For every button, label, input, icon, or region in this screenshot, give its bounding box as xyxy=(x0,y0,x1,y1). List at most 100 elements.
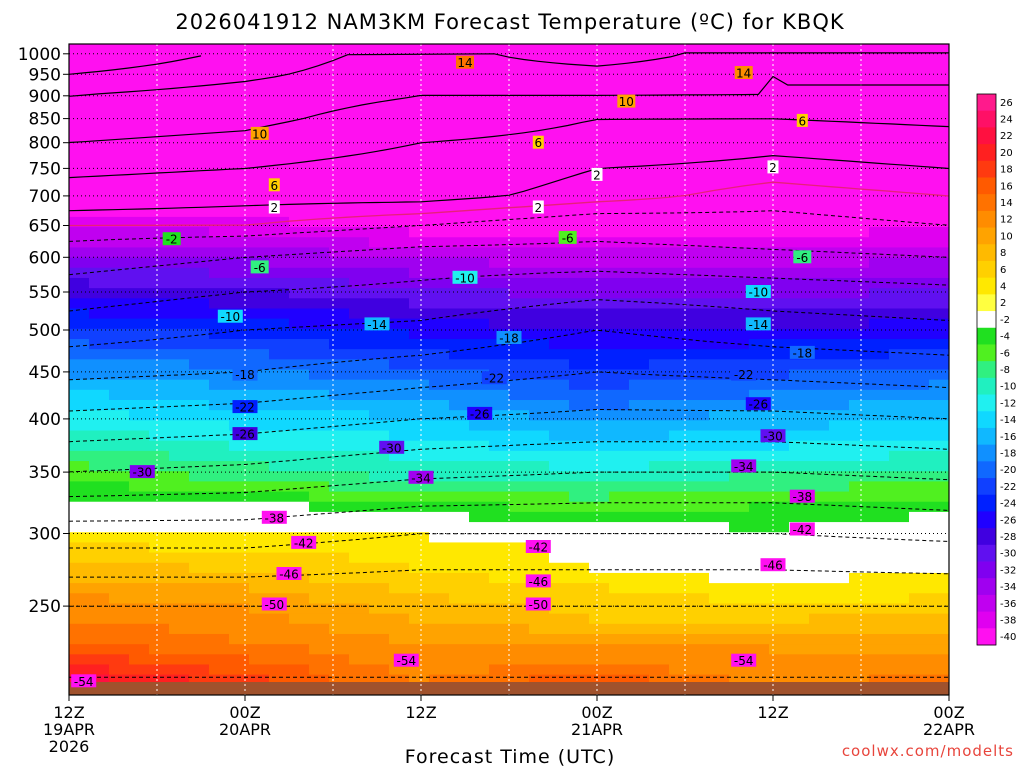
temperature-cell xyxy=(629,420,650,432)
temperature-cell xyxy=(349,145,370,157)
temperature-cell xyxy=(629,267,650,279)
temperature-cell xyxy=(669,54,690,65)
temperature-cell xyxy=(129,613,150,625)
temperature-cell xyxy=(749,74,770,86)
temperature-cell xyxy=(669,552,690,564)
temperature-cell xyxy=(749,176,770,187)
temperature-cell xyxy=(749,593,770,605)
temperature-cell xyxy=(729,237,750,249)
temperature-cell xyxy=(569,450,590,462)
temperature-cell xyxy=(509,227,530,238)
temperature-cell xyxy=(849,288,870,299)
temperature-cell xyxy=(589,247,610,259)
temperature-cell xyxy=(709,593,730,605)
temperature-cell xyxy=(169,54,190,65)
temperature-cell xyxy=(409,623,430,635)
temperature-cell xyxy=(389,186,410,198)
temperature-cell xyxy=(589,562,610,574)
temperature-cell xyxy=(229,247,250,259)
temperature-cell xyxy=(769,644,790,655)
temperature-cell xyxy=(629,583,650,594)
temperature-cell xyxy=(489,542,510,554)
temperature-cell xyxy=(229,583,250,594)
temperature-cell xyxy=(369,216,390,228)
temperature-cell xyxy=(789,186,810,198)
temperature-cell xyxy=(549,511,570,523)
temperature-cell xyxy=(449,369,470,381)
temperature-cell xyxy=(329,318,350,330)
temperature-cell xyxy=(169,308,190,320)
contour-label: -10 xyxy=(455,271,475,285)
temperature-cell xyxy=(269,369,290,381)
temperature-cell xyxy=(669,105,690,116)
temperature-cell xyxy=(349,572,370,584)
temperature-cell xyxy=(829,216,850,228)
temperature-cell xyxy=(149,369,170,381)
temperature-cell xyxy=(749,64,770,76)
temperature-cell xyxy=(389,84,410,96)
temperature-cell xyxy=(449,593,470,605)
temperature-cell xyxy=(229,267,250,279)
temperature-cell xyxy=(269,84,290,96)
temperature-cell xyxy=(329,420,350,432)
temperature-cell xyxy=(429,623,450,635)
temperature-cell xyxy=(669,674,690,686)
temperature-cell xyxy=(209,430,230,442)
temperature-cell xyxy=(929,654,949,666)
temperature-cell xyxy=(629,338,650,350)
temperature-cell xyxy=(589,644,610,655)
temperature-cell xyxy=(629,84,650,96)
temperature-cell xyxy=(869,84,890,96)
temperature-cell xyxy=(769,298,790,310)
temperature-cell xyxy=(329,623,350,635)
temperature-cell xyxy=(389,115,410,126)
temperature-cell xyxy=(909,288,930,299)
temperature-cell xyxy=(269,186,290,198)
temperature-cell xyxy=(789,532,810,544)
temperature-cell xyxy=(869,420,890,432)
temperature-cell xyxy=(569,135,590,147)
temperature-cell xyxy=(809,623,830,635)
temperature-cell xyxy=(849,623,870,635)
credit-link[interactable]: coolwx.com/modelts xyxy=(842,742,1014,760)
temperature-cell xyxy=(489,257,510,269)
temperature-cell xyxy=(549,532,570,544)
temperature-cell xyxy=(369,135,390,147)
temperature-cell xyxy=(369,166,390,177)
temperature-cell xyxy=(609,308,630,320)
temperature-cell xyxy=(369,420,390,432)
temperature-cell xyxy=(909,359,930,371)
temperature-cell xyxy=(509,166,530,177)
temperature-cell xyxy=(709,501,730,513)
temperature-cell xyxy=(469,359,490,371)
temperature-cell xyxy=(309,237,330,249)
temperature-cell xyxy=(629,461,650,472)
temperature-cell xyxy=(649,603,670,615)
temperature-cell xyxy=(849,257,870,269)
color-scale-swatch xyxy=(977,244,996,262)
temperature-cell xyxy=(209,593,230,605)
temperature-cell xyxy=(709,491,730,503)
temperature-cell xyxy=(149,298,170,310)
temperature-cell xyxy=(89,84,110,96)
temperature-cell xyxy=(229,277,250,289)
temperature-cell xyxy=(609,237,630,249)
temperature-cell xyxy=(309,186,330,198)
temperature-cell xyxy=(149,105,170,116)
temperature-cell xyxy=(129,328,150,340)
time-tick-label: 12Z xyxy=(53,703,84,722)
temperature-cell xyxy=(409,613,430,625)
temperature-cell xyxy=(269,257,290,269)
temperature-cell xyxy=(749,420,770,432)
temperature-cell xyxy=(829,277,850,289)
temperature-cell xyxy=(649,206,670,218)
temperature-cell xyxy=(889,308,910,320)
temperature-cell xyxy=(269,440,290,452)
temperature-cell xyxy=(689,267,710,279)
contour-label-bg xyxy=(291,535,317,549)
temperature-cell xyxy=(689,511,710,523)
temperature-cell xyxy=(589,674,610,686)
temperature-cell xyxy=(329,471,350,482)
temperature-cell xyxy=(589,155,610,167)
time-tick-label: 21APR xyxy=(571,720,623,739)
